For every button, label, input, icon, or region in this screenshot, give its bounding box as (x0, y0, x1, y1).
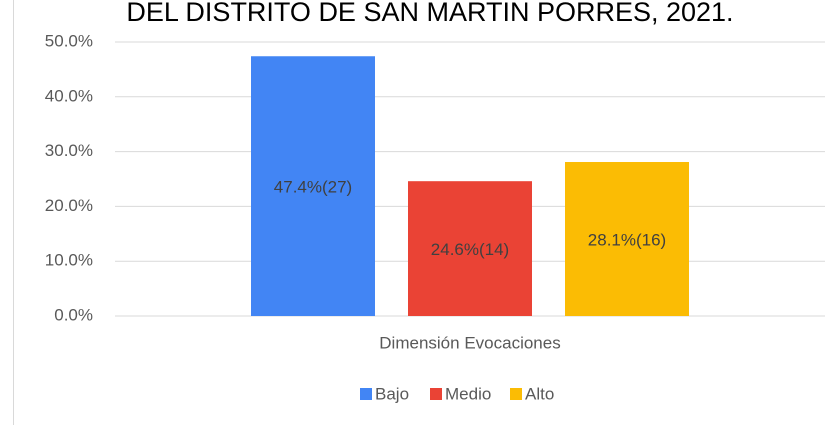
data-label: 24.6%(14) (431, 240, 509, 259)
y-tick-label: 20.0% (45, 196, 93, 215)
legend-swatch (430, 388, 442, 400)
y-tick-label: 50.0% (45, 31, 93, 50)
bar (251, 56, 375, 317)
legend-label: Medio (445, 384, 491, 403)
data-label: 47.4%(27) (274, 178, 352, 197)
chart-title: DEL DISTRITO DE SAN MARTIN PORRES, 2021. (126, 0, 733, 27)
legend-label: Alto (525, 384, 554, 403)
x-tick-label: Dimensión Evocaciones (379, 333, 560, 352)
bar (408, 181, 532, 316)
y-tick-label: 30.0% (45, 141, 93, 160)
legend-swatch (510, 388, 522, 400)
data-label: 28.1%(16) (588, 230, 666, 249)
legend-swatch (360, 388, 372, 400)
bar (565, 162, 689, 316)
y-tick-label: 40.0% (45, 86, 93, 105)
chart-border (13, 0, 14, 425)
legend-label: Bajo (375, 384, 409, 403)
y-tick-label: 0.0% (54, 305, 93, 324)
y-tick-label: 10.0% (45, 251, 93, 270)
